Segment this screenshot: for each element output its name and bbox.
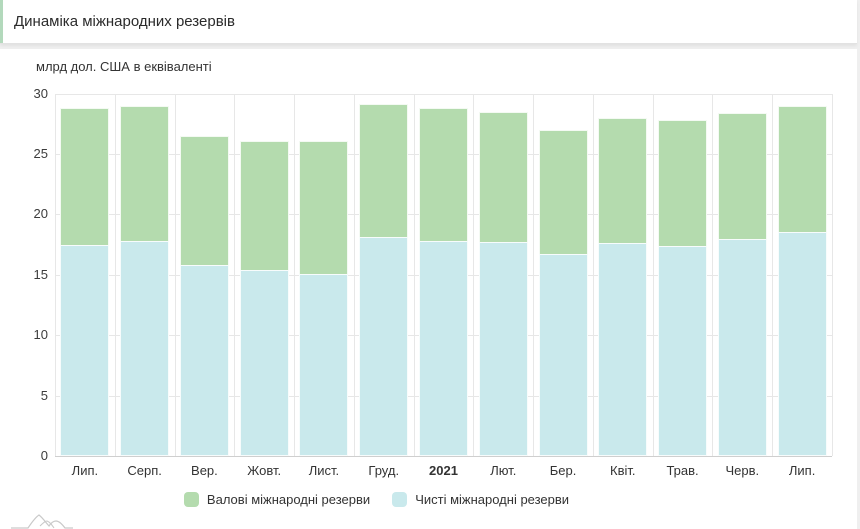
x-axis-category-label: Квіт. (610, 463, 636, 478)
legend-item-gross-reserves[interactable]: Валові міжнародні резерви (183, 492, 371, 507)
bar-net[interactable] (299, 273, 349, 456)
y-axis-tick-label: 5 (40, 387, 48, 403)
x-axis-category-label: Жовт. (247, 463, 282, 478)
gridline-vertical (234, 93, 236, 456)
y-axis-tick-label: 15 (33, 266, 48, 282)
bar-net[interactable] (60, 244, 110, 456)
x-axis-category-label: Черв. (725, 463, 760, 478)
page-title: Динаміка міжнародних резервів (14, 13, 235, 30)
x-axis-category-label: Бер. (549, 463, 577, 478)
x-axis-category-label: Серп. (127, 463, 162, 478)
header-accent-bar (0, 0, 3, 43)
x-axis-category-label: Лист. (308, 463, 340, 478)
bar-net[interactable] (359, 237, 409, 456)
bar-net[interactable] (717, 238, 767, 456)
gridline-vertical (592, 93, 594, 456)
gridline-vertical (772, 93, 774, 456)
bar-net[interactable] (478, 242, 528, 456)
y-axis-tick-label: 25 (33, 145, 48, 161)
bar-net[interactable] (239, 269, 289, 456)
bar-net[interactable] (419, 240, 468, 456)
x-axis-category-label: Лип. (788, 463, 816, 478)
legend-item-net-reserves[interactable]: Чисті міжнародні резерви (392, 492, 569, 507)
legend-label: Валові міжнародні резерви (206, 492, 371, 507)
bar-net[interactable] (179, 265, 229, 456)
gridline-vertical (174, 93, 176, 456)
x-axis-category-label: Вер. (191, 463, 218, 478)
gridline-vertical (114, 93, 116, 456)
gridline-vertical (533, 93, 535, 456)
x-axis-category-label: Лип. (71, 463, 99, 478)
gridline-vertical (353, 93, 355, 456)
chart-header: Динаміка міжнародних резервів (0, 0, 857, 44)
legend-swatch-net (392, 492, 408, 507)
chart-card: млрд дол. США в еквіваленті 0 5 10 15 20 25 30… (0, 49, 857, 529)
gridline-vertical (473, 93, 475, 456)
bar-net[interactable] (538, 254, 588, 456)
gridline-vertical (294, 93, 296, 456)
bar-net[interactable] (658, 245, 708, 456)
x-axis-category-label: Трав. (666, 463, 699, 478)
y-axis-tick-label: 30 (33, 85, 48, 101)
chart-units-label: млрд дол. США в еквіваленті (36, 59, 212, 74)
bar-net[interactable] (598, 243, 648, 456)
gridline-vertical (652, 93, 654, 456)
gridline-vertical (712, 93, 714, 456)
bar-net[interactable] (120, 240, 170, 456)
x-axis-line (55, 456, 832, 457)
x-axis-category-label: 2021 (429, 463, 458, 478)
mountains-watermark-icon (11, 514, 73, 529)
x-axis-category-label: Груд. (368, 463, 400, 478)
bar-net[interactable] (777, 232, 827, 456)
gridline-horizontal (55, 93, 832, 95)
x-axis-category-label: Лют. (490, 463, 517, 478)
legend-swatch-gross (183, 492, 199, 507)
legend-label: Чисті міжнародні резерви (415, 492, 570, 507)
gridline-vertical (413, 93, 415, 456)
gridline-vertical (55, 93, 56, 456)
y-axis-tick-label: 20 (33, 206, 48, 222)
chart-legend: Валові міжнародні резерви Чисті міжнародн… (0, 492, 857, 507)
plot-area: 0 5 10 15 20 25 30 Лип. Серп. Вер. Жовт. Лист. Груд.… (0, 49, 857, 529)
y-axis-tick-label: 0 (40, 448, 48, 463)
y-axis-tick-label: 10 (33, 327, 48, 343)
gridline-vertical (832, 93, 833, 456)
